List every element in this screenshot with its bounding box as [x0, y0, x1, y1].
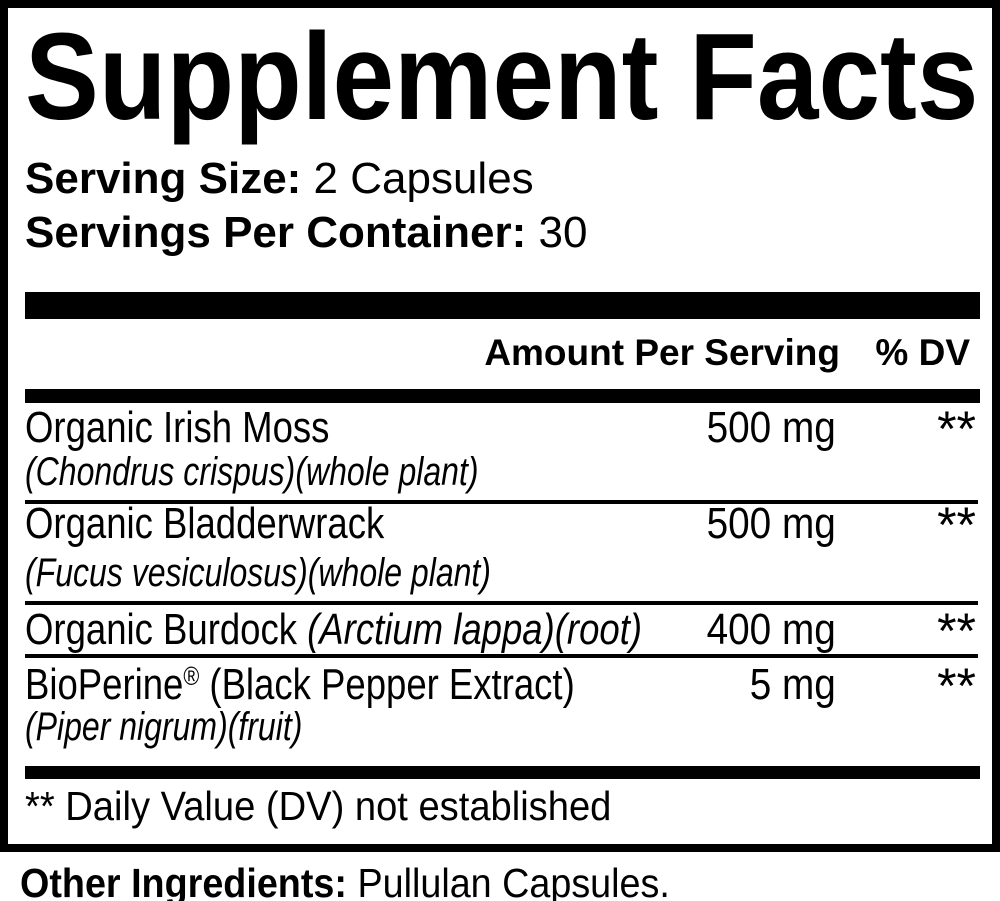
row-separator — [25, 500, 978, 504]
registered-trademark-symbol: ® — [183, 661, 200, 691]
ingredient-amount: 500 mg — [706, 403, 836, 452]
serving-size-line: Serving Size: 2 Capsules — [25, 157, 534, 201]
other-ingredients-label: Other Ingredients: — [20, 860, 347, 901]
ingredient-row-irish-moss: Organic Irish Moss 500 mg ** — [25, 401, 978, 457]
ingredient-name: BioPerine® (Black Pepper Extract) — [25, 660, 575, 709]
ingredient-name-detail: (Black Pepper Extract) — [209, 660, 575, 709]
supplement-facts-panel: Supplement Facts Serving Size: 2 Capsule… — [0, 0, 1000, 852]
servings-per-container-line: Servings Per Container: 30 — [25, 211, 587, 255]
panel-title: Supplement Facts — [25, 9, 979, 146]
botanical-name: (Chondrus crispus)(whole plant) — [25, 450, 479, 494]
serving-size-value: 2 Capsules — [313, 154, 534, 203]
ingredient-row-bladderwrack: Organic Bladderwrack 500 mg ** — [25, 497, 978, 553]
ingredient-dv: ** — [937, 401, 976, 457]
ingredient-amount: 500 mg — [706, 499, 836, 548]
ingredient-name: Organic Burdock (Arctium lappa)(root) — [25, 605, 643, 654]
ingredient-amount: 5 mg — [749, 660, 836, 709]
botanical-name: (Piper nigrum)(fruit) — [25, 705, 303, 749]
divider-bar-below-header — [25, 389, 980, 403]
daily-value-footnote: ** Daily Value (DV) not established — [25, 783, 612, 829]
row-separator — [25, 601, 978, 605]
ingredient-amount: 400 mg — [706, 605, 836, 654]
serving-size-label: Serving Size: — [25, 154, 302, 203]
ingredient-dv: ** — [937, 658, 976, 714]
column-header-amount-per-serving: Amount Per Serving — [484, 332, 840, 373]
ingredient-dv: ** — [937, 497, 976, 553]
divider-bar-thick-top — [25, 292, 980, 319]
row-separator — [25, 654, 978, 658]
divider-bar-above-footnote — [25, 766, 980, 779]
other-ingredients-value: Pullulan Capsules. — [357, 860, 670, 901]
botanical-name: (Fucus vesiculosus)(whole plant) — [25, 551, 491, 595]
ingredient-row-bioperine: BioPerine® (Black Pepper Extract) 5 mg *… — [25, 658, 978, 714]
other-ingredients-line: Other Ingredients: Pullulan Capsules. — [20, 863, 670, 901]
ingredient-name: Organic Bladderwrack — [25, 499, 385, 548]
column-header-percent-dv: % DV — [875, 332, 970, 373]
ingredient-dv: ** — [937, 603, 976, 659]
ingredient-row-burdock: Organic Burdock (Arctium lappa)(root) 40… — [25, 603, 978, 659]
panel-content: Supplement Facts Serving Size: 2 Capsule… — [25, 9, 980, 829]
servings-per-container-value: 30 — [538, 208, 588, 257]
servings-per-container-label: Servings Per Container: — [25, 208, 527, 257]
ingredient-name: Organic Irish Moss — [25, 403, 330, 452]
botanical-name-inline: (Arctium lappa)(root) — [307, 605, 643, 654]
